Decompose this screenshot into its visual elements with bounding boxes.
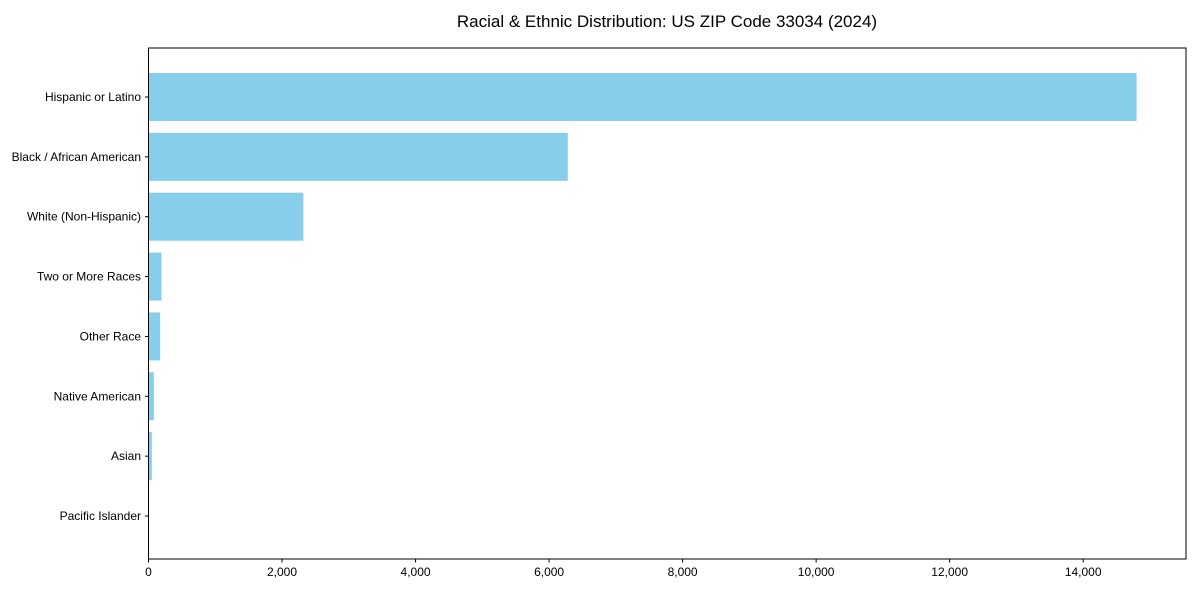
bar-black-african-american bbox=[148, 132, 568, 181]
bar-white-non-hispanic bbox=[148, 192, 304, 241]
x-tick-label-12-000: 12,000 bbox=[931, 565, 968, 579]
chart-title: Racial & Ethnic Distribution: US ZIP Cod… bbox=[456, 12, 878, 31]
bar-hispanic-or-latino bbox=[148, 73, 1137, 121]
x-tick-label-6-000: 6,000 bbox=[534, 565, 564, 579]
bar-other-race bbox=[148, 312, 161, 361]
x-tick-label-4-000: 4,000 bbox=[401, 565, 431, 579]
y-tick-label-hispanic-or-latino: Hispanic or Latino bbox=[45, 90, 141, 104]
y-tick-label-white-non-hispanic: White (Non-Hispanic) bbox=[27, 210, 141, 224]
x-tick-label-10-000: 10,000 bbox=[798, 565, 835, 579]
x-tick-label-2-000: 2,000 bbox=[267, 565, 297, 579]
y-tick-label-native-american: Native American bbox=[54, 389, 141, 403]
bar-two-or-more-races bbox=[148, 252, 162, 301]
y-tick-label-asian: Asian bbox=[111, 449, 141, 463]
y-tick-label-other-race: Other Race bbox=[80, 329, 142, 343]
y-tick-label-black-african-american: Black / African American bbox=[12, 150, 141, 164]
bar-asian bbox=[148, 432, 152, 481]
y-tick-label-pacific-islander: Pacific Islander bbox=[60, 509, 141, 523]
bar-native-american bbox=[148, 372, 154, 421]
x-tick-label-8-000: 8,000 bbox=[668, 565, 698, 579]
plot-frame bbox=[148, 47, 1187, 560]
x-tick-label-14-000: 14,000 bbox=[1065, 565, 1102, 579]
y-tick-label-two-or-more-races: Two or More Races bbox=[37, 270, 141, 284]
x-tick-label-0: 0 bbox=[145, 565, 152, 579]
